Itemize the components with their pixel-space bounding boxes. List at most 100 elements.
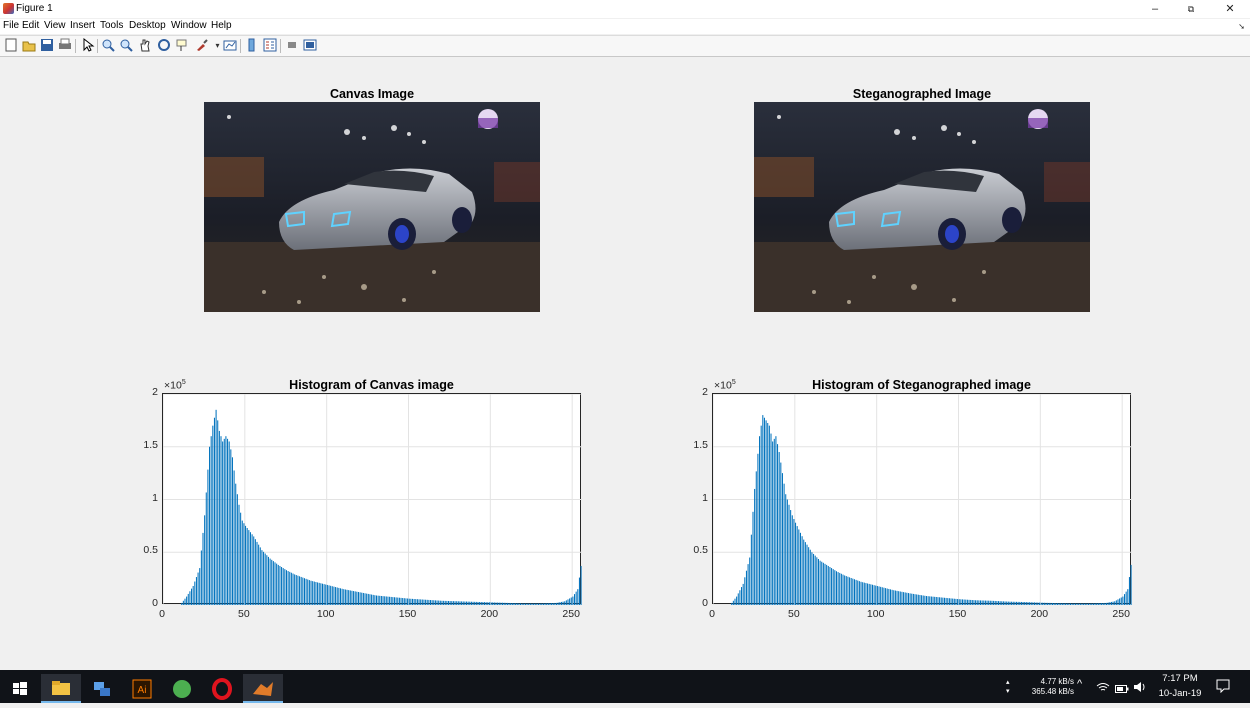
brush-dropdown-icon[interactable]: ▾ [215,41,220,50]
action-center-icon[interactable] [1216,679,1230,698]
histogram-bar [1119,598,1121,605]
wifi-icon[interactable] [1096,680,1110,698]
zoom-out-icon[interactable] [118,38,133,53]
print-icon[interactable] [57,38,72,53]
net-arrows-icon: ▴ ▾ [1006,679,1010,695]
histogram-bar [223,438,225,605]
histogram-bar [320,583,322,605]
histogram-bar [958,599,960,605]
battery-icon[interactable] [1115,681,1129,699]
windows-start-icon[interactable] [0,674,40,703]
histogram-bar [878,586,880,605]
menu-desktop[interactable]: Desktop [129,20,166,31]
file-explorer-icon[interactable] [41,674,81,703]
minimize-button[interactable]: – [1151,3,1159,15]
menu-window[interactable]: Window [171,20,207,31]
histogram-bar [479,601,481,605]
histogram-bar [1114,601,1116,605]
histogram-bar [1014,601,1016,605]
histogram-bar [934,596,936,605]
brush-icon[interactable] [194,38,209,53]
histogram-bar [361,592,363,605]
histogram-bar [1045,602,1047,605]
histogram-bar [1040,602,1042,605]
histogram-bar [1061,603,1063,605]
tray-expand-icon[interactable]: ^ [1077,678,1083,690]
histogram-bar [831,568,833,605]
histogram-bar [1088,603,1090,605]
histogram-bar [444,600,446,605]
histogram-bar [1128,577,1130,605]
menu-tools[interactable]: Tools [100,20,124,31]
legend-icon[interactable] [262,38,277,53]
histogram-bar [392,597,394,605]
menu-insert[interactable]: Insert [70,20,96,31]
histogram-bar [485,602,487,605]
pan-icon[interactable] [137,38,152,53]
histogram-bar [513,603,515,605]
histogram-canvas-axes[interactable] [162,393,582,605]
network-app-icon[interactable] [82,674,122,703]
histogram-bar [541,603,543,605]
histogram-bar [940,597,942,605]
hide-plot-tools-icon[interactable] [284,38,299,53]
histogram-bar [470,601,472,605]
dock-arrow-icon[interactable]: ➘ [1238,22,1245,31]
rotate-3d-icon[interactable] [156,38,171,53]
menu-file[interactable]: File [3,20,20,31]
restore-button[interactable]: ⧉ [1187,4,1195,14]
histogram-bar [433,600,435,605]
close-button[interactable]: ✕ [1225,3,1235,15]
histogram-bar [780,462,782,605]
histogram-bar [886,588,888,605]
histogram-bar [569,598,571,605]
show-plot-tools-icon[interactable] [302,38,317,53]
histogram-bar [449,601,451,605]
histogram-bar [1065,603,1067,605]
histogram-bar [325,584,327,605]
histogram-plot-area [163,394,582,605]
histogram-bar [935,596,937,605]
green-app-icon[interactable] [162,674,202,703]
clock-time[interactable]: 7:17 PM [1162,673,1198,684]
histogram-bar [371,594,373,605]
menu-edit[interactable]: Edit [22,20,40,31]
histogram-bar [364,593,366,605]
data-cursor-icon[interactable] [175,38,190,53]
colorbar-icon[interactable] [244,38,259,53]
histogram-bar [773,438,775,605]
menu-view[interactable]: View [44,20,66,31]
zoom-in-icon[interactable] [100,38,115,53]
histogram-bar [397,597,399,605]
histogram-bar [310,580,312,605]
pointer-icon[interactable] [80,37,95,53]
histogram-bar [477,601,479,605]
histogram-bar [1019,601,1021,605]
histogram-bar [853,579,855,605]
clock-date[interactable]: 10-Jan-19 [1158,688,1202,699]
histogram-bar [336,587,338,605]
histogram-bar [181,602,183,605]
histogram-bar [813,553,815,605]
histogram-bar [317,582,319,605]
link-plot-icon[interactable] [222,38,237,53]
new-figure-icon[interactable] [3,38,18,53]
histogram-bar [398,597,400,605]
volume-icon[interactable] [1133,680,1147,698]
histogram-bar [937,597,939,605]
menu-help[interactable]: Help [211,20,232,31]
matlab-icon[interactable] [243,674,283,703]
save-icon[interactable] [39,38,54,53]
histogram-stego-axes[interactable] [712,393,1132,605]
histogram-bar [483,602,486,605]
histogram-bar [542,603,544,605]
histogram-bar [249,532,251,605]
histogram-bar [233,470,235,605]
histogram-bar [469,601,471,605]
opera-icon[interactable] [202,674,242,703]
illustrator-icon[interactable]: Ai [122,674,162,703]
open-file-icon[interactable] [21,38,36,53]
histogram-bar [822,562,824,605]
histogram-bar [858,581,860,605]
histogram-canvas-title: Histogram of Canvas image [289,378,454,392]
